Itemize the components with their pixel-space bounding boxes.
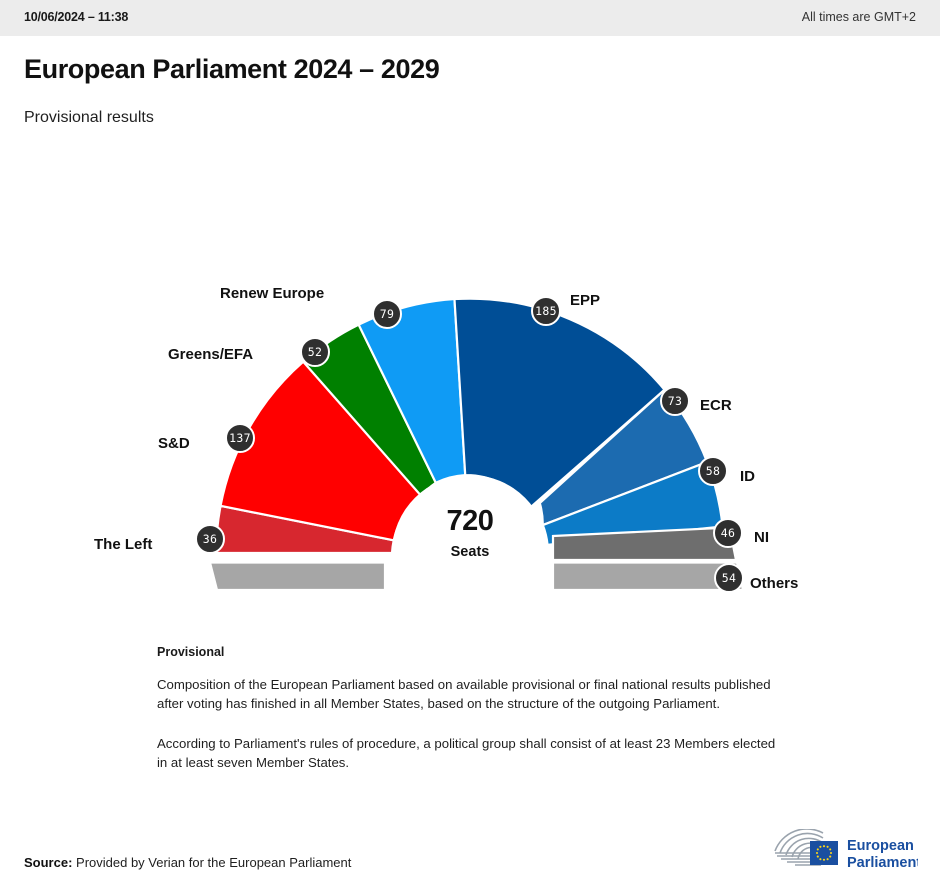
label-ni[interactable]: NI — [754, 529, 769, 546]
label-the-left[interactable]: The Left — [94, 536, 153, 553]
badge-id[interactable]: 58 — [698, 456, 728, 486]
badge-epp[interactable]: 185 — [531, 296, 561, 326]
segment-ni[interactable] — [551, 528, 729, 563]
label-id[interactable]: ID — [740, 468, 755, 485]
page-title: European Parliament 2024 – 2029 — [24, 54, 440, 84]
segment-others-left[interactable] — [208, 561, 387, 592]
timezone-note: All times are GMT+2 — [801, 10, 916, 24]
label-epp[interactable]: EPP — [570, 292, 601, 309]
badge-greens-efa[interactable]: 52 — [300, 337, 330, 367]
badge-the-left[interactable]: 36 — [195, 524, 225, 554]
european-parliament-logo: European Parliament — [763, 829, 918, 873]
badge-others[interactable]: 54 — [714, 563, 744, 593]
badge-sd[interactable]: 137 — [225, 423, 255, 453]
notes-paragraph-1: Composition of the European Parliament b… — [157, 677, 771, 711]
source-value: Provided by Verian for the European Parl… — [76, 855, 352, 870]
label-sd[interactable]: S&D — [158, 435, 190, 452]
notes-block: Provisional Composition of the European … — [157, 645, 782, 772]
badge-ni[interactable]: 46 — [713, 518, 743, 548]
segment-epp[interactable] — [453, 297, 667, 510]
center-total-seats: 720 — [446, 505, 494, 537]
label-others[interactable]: Others — [750, 575, 799, 592]
timestamp: 10/06/2024 – 11:38 — [24, 10, 129, 24]
segment-renew-europe[interactable] — [357, 297, 467, 485]
label-renew-europe[interactable]: Renew Europe — [220, 285, 325, 302]
logo-text-line-1: European — [847, 838, 914, 854]
top-utility-bar: 10/06/2024 – 11:38 All times are GMT+2 — [0, 0, 940, 36]
notes-heading: Provisional — [157, 645, 225, 659]
eu-flag-square — [810, 841, 838, 865]
segment-id[interactable] — [541, 460, 724, 547]
source-line: Source: Provided by Verian for the Europ… — [24, 855, 351, 870]
center-seats-label: Seats — [450, 544, 490, 560]
segment-ni-band[interactable] — [551, 526, 738, 562]
page-subtitle: Provisional results — [24, 109, 154, 126]
badge-ecr[interactable]: 73 — [660, 386, 690, 416]
logo-text-line-2: Parliament — [847, 855, 918, 871]
segment-the-left[interactable] — [214, 504, 396, 555]
label-greens-efa[interactable]: Greens/EFA — [168, 346, 254, 363]
notes-paragraph-2: According to Parliament's rules of proce… — [157, 736, 776, 770]
label-ecr[interactable]: ECR — [700, 397, 732, 414]
badge-renew-europe[interactable]: 79 — [372, 299, 402, 329]
source-label: Source: — [24, 855, 73, 870]
eu-flag-stars — [815, 845, 833, 861]
